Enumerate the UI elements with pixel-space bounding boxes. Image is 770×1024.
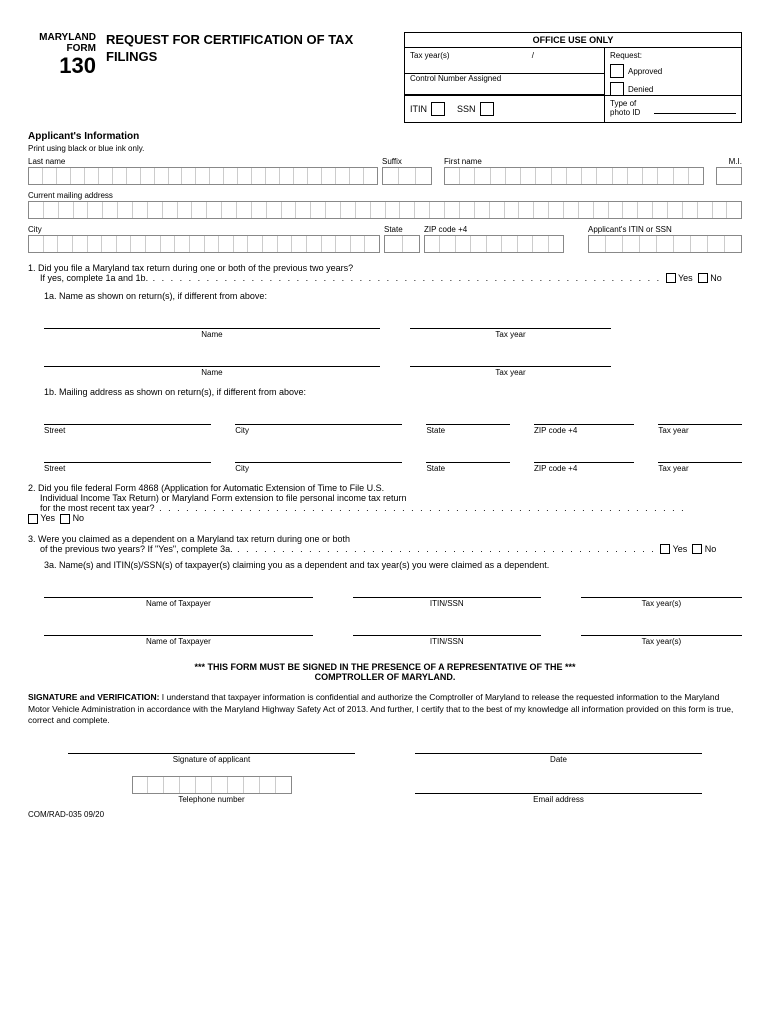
q1b-year-2[interactable] xyxy=(658,449,742,463)
date-field[interactable] xyxy=(415,740,702,754)
mi-input[interactable] xyxy=(716,167,742,185)
q1a-year-2[interactable] xyxy=(410,353,611,367)
ssn-label: SSN xyxy=(457,104,476,114)
q1b-zip-2[interactable] xyxy=(534,449,634,463)
q1b-year-1[interactable] xyxy=(658,411,742,425)
telephone-input[interactable] xyxy=(132,776,292,794)
q1b-city-1[interactable] xyxy=(235,411,402,425)
tax-years-label: Tax year(s) xyxy=(410,51,450,60)
q3a-name-1[interactable] xyxy=(44,584,313,598)
photo-id-label: Type of photo ID xyxy=(610,100,650,118)
email-field[interactable] xyxy=(415,780,702,794)
footer-code: COM/RAD-035 09/20 xyxy=(28,810,742,819)
applicant-ssn-label: Applicant's ITIN or SSN xyxy=(588,225,742,234)
mi-label: M.I. xyxy=(716,157,742,166)
q2-yes-checkbox[interactable] xyxy=(28,514,38,524)
city-label: City xyxy=(28,225,380,234)
q1a-year-1[interactable] xyxy=(410,315,611,329)
last-name-label: Last name xyxy=(28,157,378,166)
q3a-itin-1[interactable] xyxy=(353,584,541,598)
q1b-zip-1[interactable] xyxy=(534,411,634,425)
q1b-state-1[interactable] xyxy=(426,411,510,425)
q1a-name-1[interactable] xyxy=(44,315,380,329)
form-identifier: MARYLAND FORM 130 xyxy=(28,32,96,78)
verification-text: SIGNATURE and VERIFICATION: I understand… xyxy=(28,692,742,725)
state-label: State xyxy=(384,225,420,234)
slash: / xyxy=(532,51,534,60)
city-input[interactable] xyxy=(28,235,380,253)
q1b-label: 1b. Mailing address as shown on return(s… xyxy=(44,387,742,397)
q1b-street-2[interactable] xyxy=(44,449,211,463)
address-label: Current mailing address xyxy=(28,191,742,200)
q3-yes-checkbox[interactable] xyxy=(660,544,670,554)
address-input[interactable] xyxy=(28,201,742,219)
form-number: 130 xyxy=(28,54,96,78)
suffix-input[interactable] xyxy=(382,167,432,185)
q1a-name-2[interactable] xyxy=(44,353,380,367)
itin-label: ITIN xyxy=(410,104,427,114)
office-header: OFFICE USE ONLY xyxy=(405,33,741,48)
q3a-year-1[interactable] xyxy=(581,584,742,598)
q1b-street-1[interactable] xyxy=(44,411,211,425)
request-label: Request: xyxy=(610,51,736,60)
q3a-year-2[interactable] xyxy=(581,622,742,636)
signing-notice: *** THIS FORM MUST BE SIGNED IN THE PRES… xyxy=(28,662,742,682)
zip-label: ZIP code +4 xyxy=(424,225,564,234)
q3a-label: 3a. Name(s) and ITIN(s)/SSN(s) of taxpay… xyxy=(44,560,742,570)
q1b-state-2[interactable] xyxy=(426,449,510,463)
first-name-input[interactable] xyxy=(444,167,704,185)
q1-no-checkbox[interactable] xyxy=(698,273,708,283)
ssn-checkbox[interactable] xyxy=(480,102,494,116)
q1a-label: 1a. Name as shown on return(s), if diffe… xyxy=(44,291,742,301)
q1-text: 1. Did you file a Maryland tax return du… xyxy=(28,263,742,284)
signature-field[interactable] xyxy=(68,740,355,754)
photo-id-field[interactable] xyxy=(654,104,736,114)
q3a-itin-2[interactable] xyxy=(353,622,541,636)
ink-hint: Print using black or blue ink only. xyxy=(28,144,742,153)
suffix-label: Suffix xyxy=(382,157,432,166)
office-use-box: OFFICE USE ONLY Tax year(s) / Request: A… xyxy=(404,32,742,123)
q3a-name-2[interactable] xyxy=(44,622,313,636)
q3-text: 3. Were you claimed as a dependent on a … xyxy=(28,534,742,555)
applicant-section-title: Applicant's Information xyxy=(28,131,742,142)
state-label: MARYLAND xyxy=(28,32,96,43)
applicant-ssn-input[interactable] xyxy=(588,235,742,253)
control-number-label: Control Number Assigned xyxy=(405,71,605,95)
q3-no-checkbox[interactable] xyxy=(692,544,702,554)
itin-checkbox[interactable] xyxy=(431,102,445,116)
form-title: REQUEST FOR CERTIFICATION OF TAX FILINGS xyxy=(106,32,404,66)
state-input[interactable] xyxy=(384,235,420,253)
q1-yes-checkbox[interactable] xyxy=(666,273,676,283)
first-name-label: First name xyxy=(444,157,704,166)
q2-no-checkbox[interactable] xyxy=(60,514,70,524)
q1b-city-2[interactable] xyxy=(235,449,402,463)
zip-input[interactable] xyxy=(424,235,564,253)
last-name-input[interactable] xyxy=(28,167,378,185)
q2-text: 2. Did you file federal Form 4868 (Appli… xyxy=(28,483,742,524)
